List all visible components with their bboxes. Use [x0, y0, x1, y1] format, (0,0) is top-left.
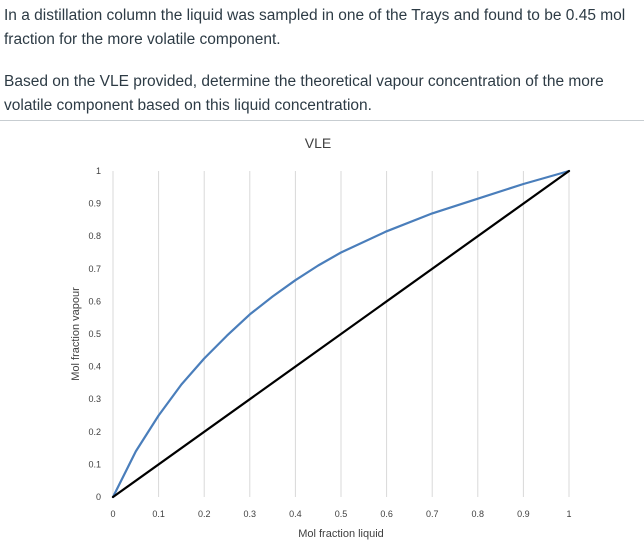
y-axis-label: Mol fraction vapour — [70, 287, 82, 381]
question-paragraph-1: In a distillation column the liquid was … — [4, 7, 626, 48]
divider — [0, 120, 644, 121]
x-axis-ticks: 0 0.1 0.2 0.3 0.4 0.5 0.6 0.7 0.8 0.9 1 — [110, 509, 571, 519]
y-tick-label-7: 0.7 — [88, 264, 101, 274]
x-tick-label-10: 1 — [566, 509, 571, 519]
x-tick-label-1: 0.1 — [152, 509, 165, 519]
y-tick-label-2: 0.2 — [88, 427, 101, 437]
chart-series — [111, 169, 571, 499]
question-text: In a distillation column the liquid was … — [4, 4, 638, 136]
y-tick-label-10: 1 — [96, 166, 101, 176]
x-tick-label-2: 0.2 — [198, 509, 211, 519]
x-tick-label-6: 0.6 — [380, 509, 393, 519]
vle-chart: 0 0.1 0.2 0.3 0.4 0.5 0.6 0.7 0.8 0.9 1 0 0.1 0.2 0.3… — [70, 135, 572, 540]
y-tick-label-8: 0.8 — [88, 231, 101, 241]
question-paragraph-2: Based on the VLE provided, determine the… — [4, 73, 604, 114]
x-tick-label-9: 0.9 — [517, 509, 530, 519]
x-tick-label-0: 0 — [110, 509, 115, 519]
y-axis-ticks: 0 0.1 0.2 0.3 0.4 0.5 0.6 0.7 0.8 0.9 1 — [88, 166, 101, 502]
y-tick-label-6: 0.6 — [88, 296, 101, 306]
series-line-1 — [111, 169, 571, 499]
y-tick-label-9: 0.9 — [88, 199, 101, 209]
grid-lines — [112, 171, 570, 497]
x-axis-label: Mol fraction liquid — [298, 528, 384, 540]
y-tick-label-1: 0.1 — [88, 459, 101, 469]
y-tick-label-0: 0 — [96, 492, 101, 502]
x-tick-label-7: 0.7 — [426, 509, 439, 519]
x-tick-label-3: 0.3 — [244, 509, 257, 519]
chart-title: VLE — [305, 135, 331, 151]
x-tick-label-8: 0.8 — [472, 509, 485, 519]
x-tick-label-4: 0.4 — [289, 509, 302, 519]
series-line-0 — [111, 169, 571, 499]
y-tick-label-4: 0.4 — [88, 362, 101, 372]
y-tick-label-5: 0.5 — [88, 329, 101, 339]
x-tick-label-5: 0.5 — [335, 509, 348, 519]
y-tick-label-3: 0.3 — [88, 394, 101, 404]
